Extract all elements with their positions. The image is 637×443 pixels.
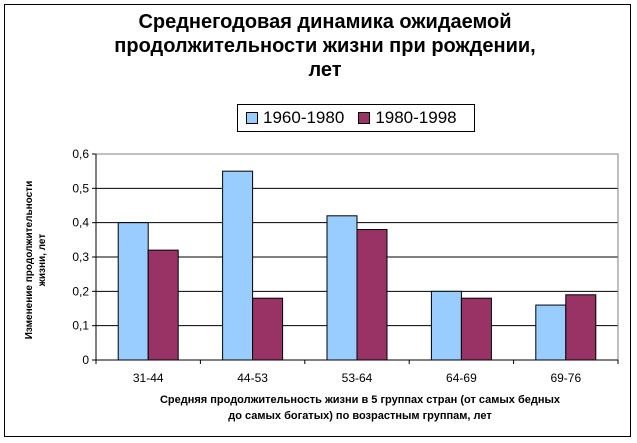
x-tick-label: 64-69 <box>446 371 477 385</box>
bar-series-1 <box>326 215 358 361</box>
legend-label-series-1: 1960-1980 <box>263 108 345 127</box>
y-tick-label: 0,6 <box>72 147 89 161</box>
legend-label-series-2: 1980-1998 <box>375 108 457 127</box>
bar-series-2 <box>147 249 179 361</box>
chart-title: Среднегодовая динамика ожидаемой продолж… <box>114 11 536 81</box>
bar-series-1 <box>535 304 567 361</box>
x-axis-label: Средняя продолжительность жизни в 5 груп… <box>159 394 561 422</box>
y-tick-label: 0,4 <box>72 216 89 230</box>
y-tick-label: 0,2 <box>72 284 89 298</box>
bar-series-1 <box>117 222 149 361</box>
x-tick-label: 44-53 <box>237 371 268 385</box>
x-tick-label: 69-76 <box>550 371 581 385</box>
chart-frame <box>4 4 631 437</box>
bar-series-1 <box>222 170 254 361</box>
bar-series-2 <box>252 297 284 361</box>
legend-item-series-2: 1980-1998 <box>358 108 457 128</box>
bar-series-1 <box>430 290 462 361</box>
chart-legend: 1960-1980 1980-1998 <box>237 104 475 132</box>
bar-series-2 <box>460 297 492 361</box>
y-tick-label: 0,1 <box>72 319 89 333</box>
legend-item-series-1: 1960-1980 <box>246 108 344 128</box>
bar-series-2 <box>565 294 597 361</box>
legend-swatch-series-1 <box>246 112 258 124</box>
x-tick-label: 53-64 <box>342 371 373 385</box>
y-tick-label: 0,3 <box>72 250 89 264</box>
x-tick-label: 31-44 <box>133 371 164 385</box>
bar-series-2 <box>356 229 388 361</box>
y-tick-label: 0 <box>82 353 89 367</box>
legend-swatch-series-2 <box>358 112 371 124</box>
y-tick-label: 0,5 <box>72 181 89 195</box>
